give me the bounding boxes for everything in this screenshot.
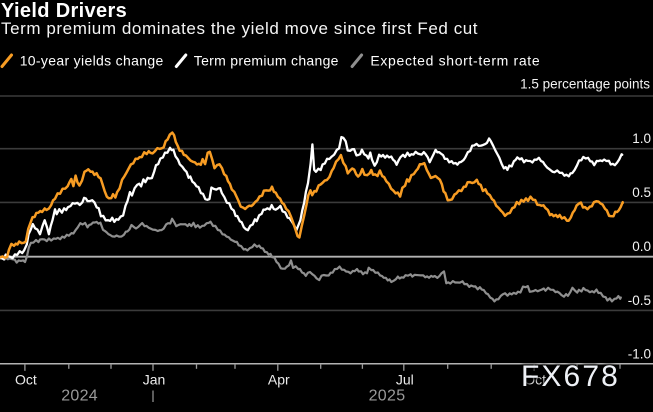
svg-text:Expected short-term rate: Expected short-term rate — [370, 53, 540, 69]
svg-text:Jul: Jul — [396, 372, 414, 388]
svg-text:2025: 2025 — [369, 388, 406, 405]
svg-text:-1.0: -1.0 — [628, 346, 651, 361]
svg-text:0.0: 0.0 — [632, 239, 651, 254]
svg-text:Apr: Apr — [268, 372, 290, 388]
svg-text:2024: 2024 — [61, 388, 98, 405]
svg-text:0.5: 0.5 — [632, 185, 651, 200]
svg-text:10-year yields change: 10-year yields change — [20, 53, 164, 69]
svg-text:Oct: Oct — [524, 372, 546, 388]
svg-text:Jan: Jan — [143, 372, 166, 388]
svg-text:Term premium change: Term premium change — [194, 53, 339, 69]
svg-text:1.5 percentage points: 1.5 percentage points — [520, 77, 650, 92]
svg-text:Oct: Oct — [15, 372, 37, 388]
svg-text:1.0: 1.0 — [632, 131, 651, 146]
svg-text:-0.5: -0.5 — [628, 293, 651, 308]
